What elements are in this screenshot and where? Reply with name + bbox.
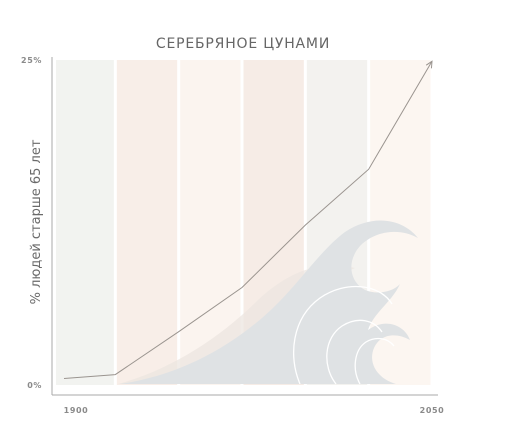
y-tick-label: 0% [27,381,42,390]
series-line [63,61,433,379]
wave-curl-line-2 [326,319,383,385]
series-group [63,60,433,379]
wave-curl-line-3 [354,337,395,385]
x-tick-label: 1900 [64,406,89,415]
series-arrowhead [425,60,433,69]
chart-title: СЕРЕБРЯНОЕ ЦУНАМИ [156,36,330,52]
wave-curl-line [292,285,393,385]
x-tick-label: 2050 [420,406,445,415]
era-band [116,60,178,385]
x-tick-labels: 1900 2050 [64,406,445,415]
era-band [56,60,114,385]
wave-illustration [118,220,418,385]
axes [51,57,438,396]
y-tick-labels: 0% 25% [21,56,42,390]
y-tick-label: 25% [21,56,42,65]
y-axis-label: % людей старше 65 лет [29,139,44,304]
wave-main [120,220,418,384]
